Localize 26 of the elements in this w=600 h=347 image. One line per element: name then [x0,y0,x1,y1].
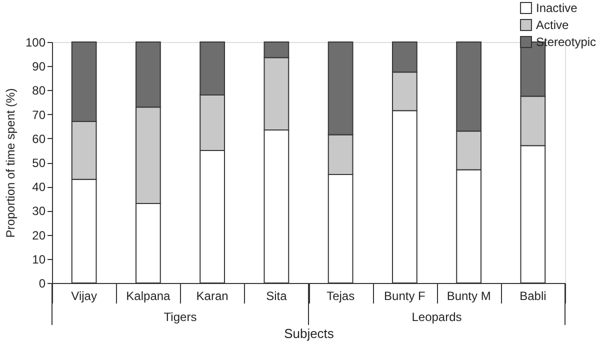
y-axis-title: Proportion of time spent (%) [3,88,18,238]
x-tick-label: Vijay [71,289,97,303]
x-tick-label: Babli [520,289,546,303]
y-tick-label: 60 [32,132,46,146]
x-tick-label: Karan [196,289,228,303]
x-tick-label: Kalpana [126,289,171,303]
y-tick-label: 10 [32,252,46,266]
legend-label: Active [536,18,570,32]
x-axis-title: Subjects [284,326,334,341]
y-tick-label: 50 [32,156,46,170]
x-tick-label: Bunty M [446,289,491,303]
y-tick-label: 0 [38,276,46,290]
y-tick-label: 100 [25,36,46,50]
legend-label: Inactive [536,1,578,15]
legend-label: Stereotypic [536,35,596,49]
x-tick-label: Bunty F [384,289,426,303]
text: Tigers [164,310,197,324]
text: Leopards [412,310,462,324]
y-tick-label: 90 [32,60,46,74]
y-tick-label: 40 [32,180,46,194]
y-tick-label: 30 [32,204,46,218]
x-tick-label: Sita [266,289,288,303]
y-tick-label: 70 [32,108,46,122]
y-tick-label: 80 [32,84,46,98]
x-tick-label: Tejas [326,289,355,303]
y-tick-label: 20 [32,228,46,242]
